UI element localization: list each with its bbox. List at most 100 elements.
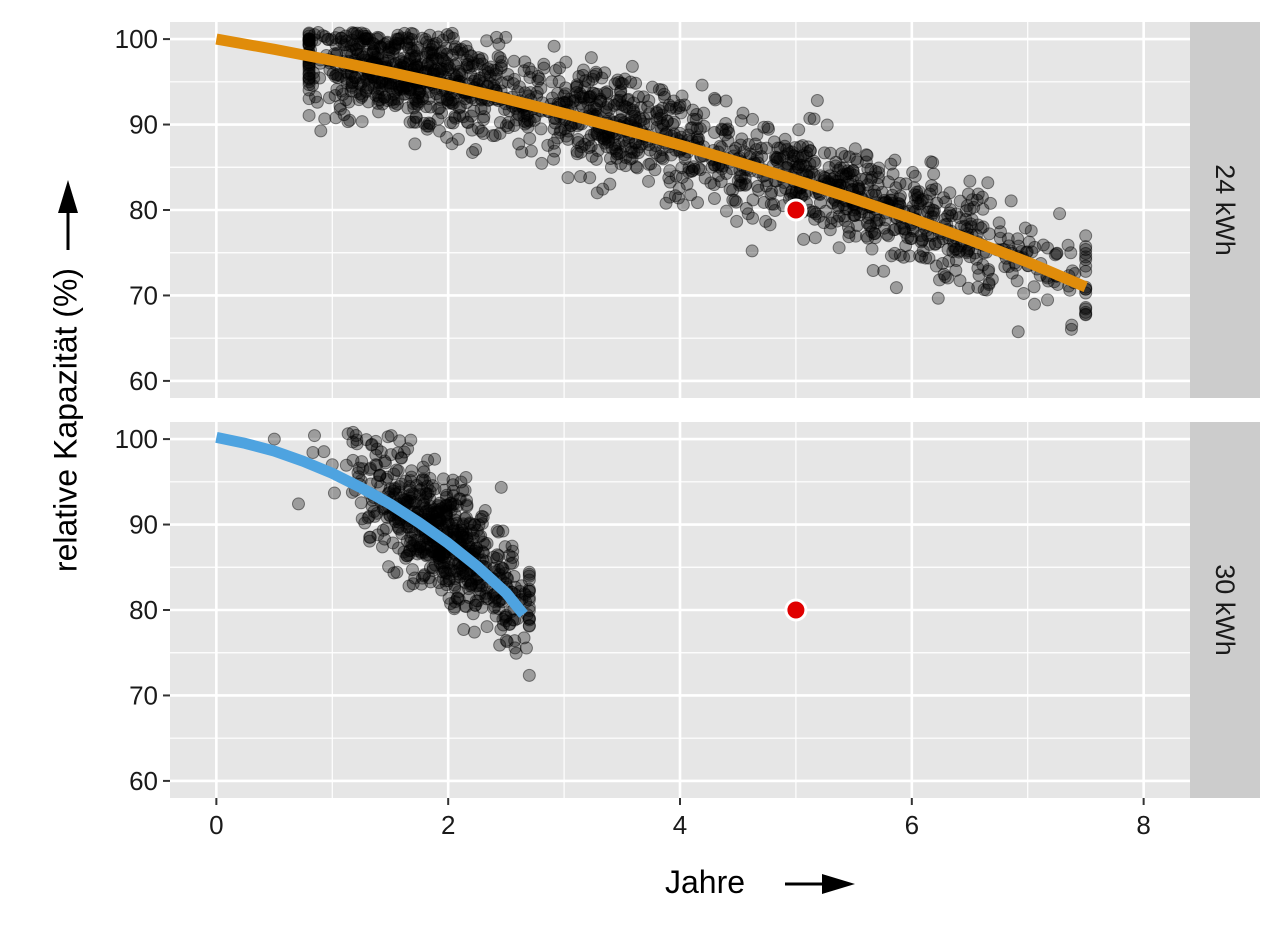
scatter-point (839, 202, 853, 216)
scatter-point (705, 160, 719, 174)
scatter-point (346, 435, 360, 449)
scatter-point (515, 579, 529, 593)
scatter-point (636, 90, 650, 104)
scatter-point (357, 29, 371, 43)
scatter-point (384, 429, 398, 443)
scatter-point (474, 512, 488, 526)
scatter-point (389, 487, 403, 501)
scatter-point (374, 445, 388, 459)
scatter-point (690, 107, 704, 121)
scatter-point (608, 142, 622, 156)
scatter-point (819, 204, 833, 218)
scatter-point (434, 513, 448, 527)
scatter-point (492, 602, 506, 616)
scatter-point (337, 38, 351, 52)
scatter-point (401, 57, 415, 71)
scatter-point (500, 571, 514, 585)
scatter-point (472, 518, 486, 532)
scatter-point (460, 498, 474, 512)
scatter-point (380, 94, 394, 108)
scatter-point (504, 557, 518, 571)
scatter-point (378, 90, 392, 104)
scatter-point (420, 122, 434, 136)
scatter-point (408, 92, 422, 106)
scatter-point (392, 480, 406, 494)
scatter-point (507, 569, 521, 583)
scatter-point (448, 513, 462, 527)
scatter-point (400, 31, 414, 45)
scatter-point (634, 114, 648, 128)
scatter-point (422, 119, 436, 133)
scatter-point (339, 34, 353, 48)
scatter-point (773, 152, 787, 166)
scatter-point (476, 535, 490, 549)
scatter-point (360, 47, 374, 61)
scatter-point (334, 31, 348, 45)
scatter-point (302, 34, 316, 48)
scatter-point (889, 181, 903, 195)
scatter-point (390, 97, 404, 111)
scatter-point (803, 144, 817, 158)
x-axis-arrow-icon (785, 874, 855, 894)
scatter-point (672, 191, 686, 205)
scatter-point (570, 144, 584, 158)
scatter-point (768, 203, 782, 217)
scatter-point (519, 641, 533, 655)
scatter-point (394, 477, 408, 491)
scatter-point (486, 63, 500, 77)
scatter-point (836, 168, 850, 182)
scatter-point (368, 509, 382, 523)
scatter-point (693, 163, 707, 177)
scatter-point (333, 102, 347, 116)
scatter-point (587, 127, 601, 141)
scatter-point (583, 90, 597, 104)
scatter-point (423, 45, 437, 59)
scatter-point (576, 90, 590, 104)
scatter-point (341, 427, 355, 441)
scatter-point (643, 107, 657, 121)
scatter-point (412, 95, 426, 109)
scatter-point (411, 90, 425, 104)
scatter-point (370, 458, 384, 472)
scatter-point (329, 111, 343, 125)
scatter-point (487, 601, 501, 615)
scatter-point (820, 118, 834, 132)
scatter-point (466, 531, 480, 545)
scatter-point (438, 564, 452, 578)
scatter-point (522, 619, 536, 633)
scatter-point (1061, 238, 1075, 252)
scatter-point (397, 493, 411, 507)
scatter-point (451, 132, 465, 146)
scatter-point (738, 178, 752, 192)
scatter-point (927, 204, 941, 218)
scatter-point (417, 569, 431, 583)
scatter-point (481, 62, 495, 76)
y-axis-title: relative Kapazität (%) (47, 268, 83, 572)
scatter-point (847, 168, 861, 182)
scatter-point (566, 94, 580, 108)
scatter-point (502, 617, 516, 631)
scatter-point (465, 577, 479, 591)
scatter-point (901, 231, 915, 245)
scatter-point (680, 177, 694, 191)
scatter-point (466, 145, 480, 159)
scatter-point (494, 560, 508, 574)
scatter-point (686, 103, 700, 117)
scatter-point (382, 45, 396, 59)
scatter-point (791, 150, 805, 164)
x-tick-label: 4 (673, 810, 687, 840)
scatter-point (888, 246, 902, 260)
scatter-point (998, 260, 1012, 274)
scatter-point (307, 429, 321, 443)
scatter-point (690, 130, 704, 144)
scatter-point (974, 221, 988, 235)
scatter-point (738, 171, 752, 185)
scatter-point (649, 146, 663, 160)
scatter-point (953, 244, 967, 258)
scatter-point (852, 181, 866, 195)
scatter-point (584, 139, 598, 153)
scatter-point (501, 121, 515, 135)
scatter-point (584, 89, 598, 103)
scatter-point (386, 46, 400, 60)
scatter-point (433, 496, 447, 510)
